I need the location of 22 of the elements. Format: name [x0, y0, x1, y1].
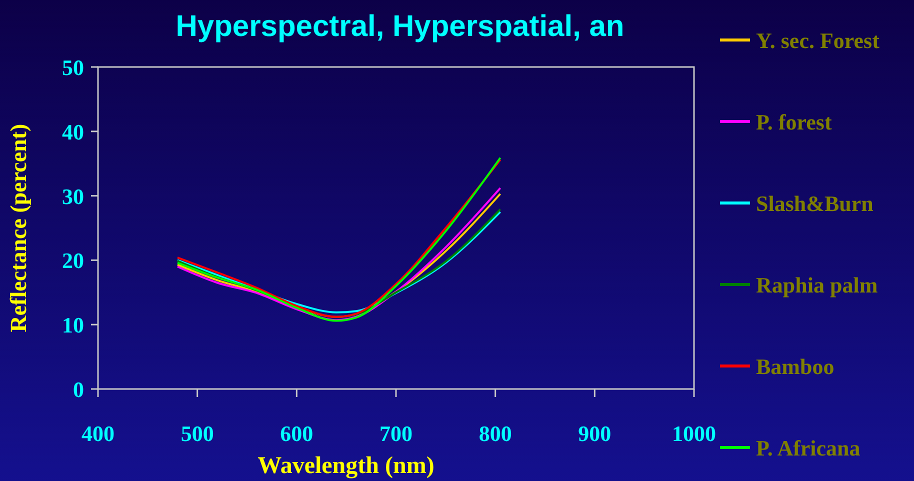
chart-title: Hyperspectral, Hyperspatial, an: [176, 10, 624, 43]
y-axis-title: Reflectance (percent): [6, 124, 31, 332]
legend-label: Raphia palm: [756, 272, 878, 298]
x-tick-label: 900: [578, 421, 612, 446]
legend-label: P. Africana: [756, 436, 860, 460]
y-tick-label: 40: [62, 119, 84, 144]
legend-label: P. forest: [756, 110, 832, 134]
y-tick-label: 50: [62, 55, 84, 80]
y-tick-label: 20: [62, 248, 84, 274]
y-tick-label: 10: [62, 312, 84, 338]
x-tick-label: 1000: [672, 421, 716, 446]
x-tick-label: 500: [180, 421, 214, 446]
x-tick-label: 700: [380, 421, 412, 446]
legend-label: Bamboo: [756, 354, 834, 379]
y-tick-label: 30: [62, 184, 84, 209]
y-tick-label: 0: [73, 377, 84, 402]
legend-label: Slash&Burn: [756, 191, 874, 216]
legend-label: Y. sec. Forest: [756, 28, 880, 53]
x-tick-label: 600: [280, 421, 314, 446]
x-tick-label: 800: [478, 421, 512, 446]
x-axis-title: Wavelength (nm): [258, 453, 434, 479]
x-tick-label: 400: [82, 421, 114, 446]
